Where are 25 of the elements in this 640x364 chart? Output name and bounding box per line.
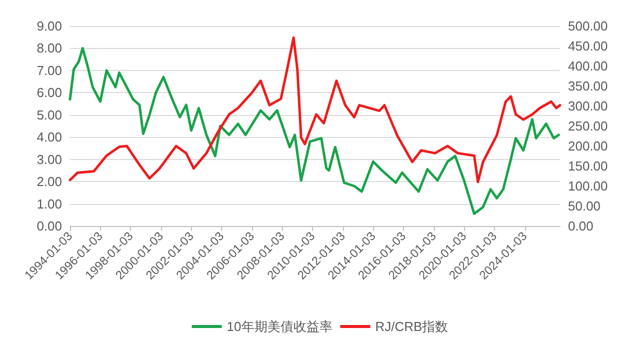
y-tick-label: 9.00 (36, 18, 62, 34)
y2-tick-label: 300.00 (568, 98, 608, 114)
line-series (68, 46, 560, 216)
y-tick-label: 4.00 (36, 130, 62, 145)
y-tick-label: 1.00 (36, 196, 62, 212)
y-tick-label: 0.00 (36, 218, 62, 234)
y-tick-label: 2.00 (36, 174, 62, 190)
y-tick-label: 3.00 (36, 152, 62, 167)
y2-tick-label: 200.00 (568, 138, 608, 154)
y2-tick-label: 50.00 (568, 198, 601, 214)
y-tick-label: 5.00 (36, 107, 62, 122)
y2-tick-label: 100.00 (568, 178, 608, 194)
y2-tick-label: 450.00 (568, 38, 608, 54)
y2-tick-label: 250.00 (568, 118, 608, 134)
y-tick-label: 7.00 (36, 62, 62, 78)
legend-label: RJ/CRB指数 (375, 319, 448, 334)
y2-tick-label: 500.00 (568, 18, 608, 34)
legend-label: 10年期美債收益率 (226, 319, 332, 334)
y2-tick-label: 150.00 (568, 158, 608, 174)
y2-tick-label: 350.00 (568, 78, 608, 94)
y2-tick-label: 400.00 (568, 58, 608, 74)
y-tick-label: 6.00 (36, 85, 62, 100)
line-series (68, 36, 562, 184)
y2-tick-label: 0.00 (568, 218, 594, 234)
y-tick-label: 8.00 (36, 40, 62, 56)
